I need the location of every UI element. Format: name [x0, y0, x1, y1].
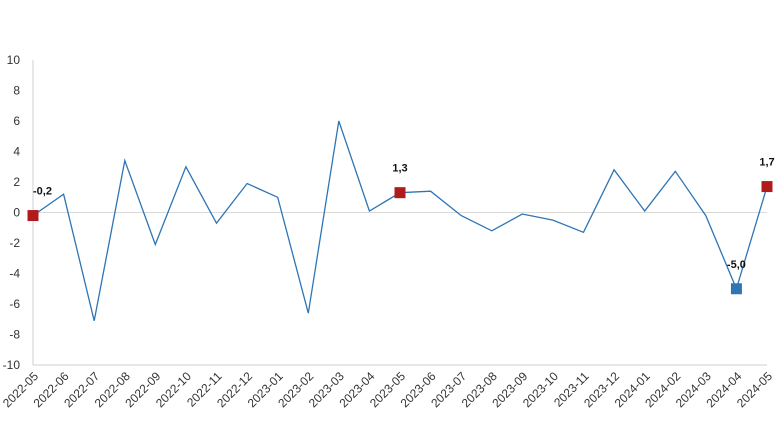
y-tick-label: -8 — [9, 328, 20, 342]
highlight-marker — [394, 187, 406, 199]
y-tick-label: -4 — [9, 267, 20, 281]
data-label: 1,3 — [392, 163, 407, 175]
data-label: -5,0 — [727, 259, 746, 271]
highlight-marker — [27, 210, 39, 222]
data-label: -0,2 — [33, 186, 52, 198]
y-tick-label: 6 — [13, 114, 20, 128]
x-axis: 2022-052022-062022-072022-082022-092022-… — [0, 364, 775, 410]
y-tick-label: -10 — [3, 358, 21, 372]
series-line — [32, 120, 768, 321]
y-tick-label: 8 — [13, 84, 20, 98]
series-layer — [32, 120, 768, 321]
highlight-markers: -0,2 1,3 -5,0 1,7 — [27, 157, 775, 295]
y-tick-label: 4 — [13, 145, 20, 159]
y-axis: -10 -8 -6 -4 -2 0 2 4 6 8 10 — [3, 53, 767, 372]
data-label: 1,7 — [759, 157, 774, 169]
y-tick-label: 0 — [13, 206, 20, 220]
y-tick-label: -6 — [9, 297, 20, 311]
y-tick-label: -2 — [9, 236, 20, 250]
y-tick-label: 10 — [7, 53, 21, 67]
highlight-marker — [761, 181, 773, 193]
y-tick-label: 2 — [13, 175, 20, 189]
highlight-marker — [730, 283, 742, 295]
